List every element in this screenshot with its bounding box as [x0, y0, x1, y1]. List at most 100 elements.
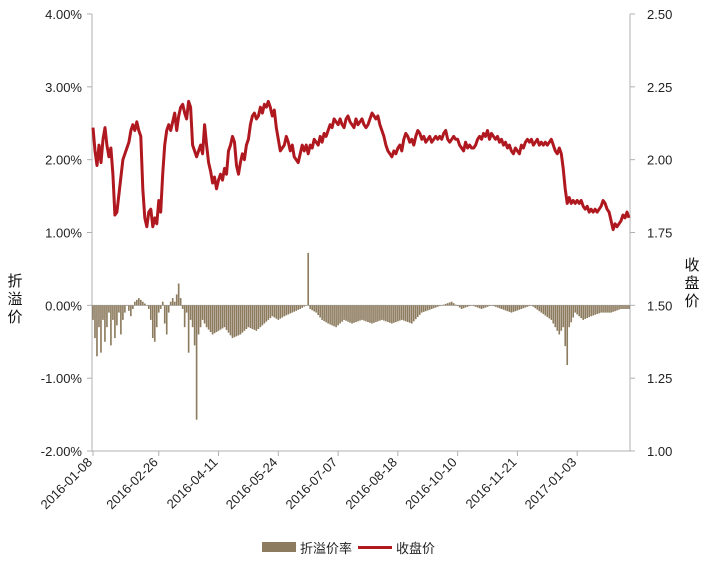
premium-bar: [275, 305, 278, 319]
premium-bar: [157, 305, 160, 313]
left-axis-label: 折溢价: [7, 272, 23, 326]
right-tick-label: 1.50: [647, 298, 672, 313]
premium-bar: [598, 305, 600, 314]
premium-bar: [496, 305, 499, 308]
right-tick-label: 1.75: [647, 226, 672, 241]
left-tick-label: 0.00%: [45, 298, 82, 313]
premium-bar: [122, 305, 124, 320]
premium-bar: [341, 305, 343, 322]
premium-bar: [606, 305, 608, 313]
premium-bar: [337, 305, 339, 326]
premium-bar: [100, 305, 102, 353]
premium-bar: [454, 304, 457, 306]
premium-bar: [468, 305, 471, 307]
premium-bar: [578, 305, 580, 317]
premium-bar: [574, 305, 577, 313]
premium-bar: [329, 305, 331, 325]
premium-bar: [241, 305, 244, 333]
x-tick-label: 2016-04-11: [164, 455, 221, 512]
premium-bar: [319, 305, 321, 318]
premium-bar: [620, 305, 622, 309]
premium-bar: [458, 305, 461, 308]
premium-bar: [424, 305, 427, 312]
premium-bar: [371, 305, 373, 324]
premium-bar: [149, 305, 152, 320]
premium-bar: [141, 301, 144, 306]
premium-bar: [582, 305, 584, 320]
premium-bar: [219, 305, 222, 330]
left-tick-label: -1.00%: [41, 371, 83, 386]
premium-bar: [231, 305, 234, 339]
right-tick-label: 2.50: [647, 7, 672, 22]
premium-bar: [110, 305, 112, 346]
right-tick-label: 2.00: [647, 153, 672, 168]
premium-bar: [185, 305, 188, 313]
premium-bar: [147, 305, 150, 309]
premium-bar: [140, 299, 142, 306]
premium-bar: [381, 305, 383, 320]
premium-bar: [564, 305, 567, 347]
premium-bar: [604, 305, 606, 313]
premium-bar: [255, 305, 258, 331]
premium-bar: [351, 305, 353, 324]
premium-bar: [484, 305, 487, 308]
premium-bar: [418, 305, 421, 315]
premium-bar: [130, 305, 132, 317]
premium-bar: [572, 305, 575, 318]
premium-bar: [245, 305, 248, 329]
premium-bar: [422, 305, 425, 312]
premium-bar: [586, 305, 588, 319]
premium-bar: [193, 305, 196, 346]
premium-bar: [331, 305, 333, 326]
premium-bar: [199, 305, 202, 328]
premium-bar: [225, 305, 228, 330]
x-tick-label: 2016-10-10: [402, 455, 460, 513]
premium-bar: [277, 305, 280, 320]
premium-bar: [410, 305, 413, 324]
premium-bar: [512, 305, 515, 312]
premium-bar: [393, 305, 395, 323]
premium-bar: [385, 305, 387, 322]
premium-bar: [283, 305, 286, 317]
premium-bar: [460, 305, 463, 309]
premium-bar: [377, 305, 379, 322]
premium-bar: [153, 305, 156, 342]
premium-bar: [235, 305, 238, 337]
premium-bar: [155, 305, 158, 328]
premium-bar: [522, 305, 525, 309]
x-tick-label: 2017-01-03: [522, 455, 580, 513]
premium-bar: [387, 305, 389, 323]
premium-bar: [580, 305, 582, 319]
premium-bar: [299, 305, 302, 309]
premium-bar: [118, 305, 120, 313]
premium-bar: [233, 305, 236, 338]
premium-bar: [261, 305, 264, 326]
premium-bar: [542, 305, 545, 315]
premium-bar: [616, 305, 618, 311]
premium-bar: [279, 305, 282, 319]
premium-bar: [134, 301, 136, 306]
premium-bar: [313, 305, 315, 312]
right-tick-label: 2.25: [647, 80, 672, 95]
legend-line-swatch: [358, 545, 393, 549]
premium-bar: [588, 305, 590, 318]
premium-bar: [289, 305, 292, 314]
premium-bar: [317, 305, 319, 316]
premium-bar: [450, 301, 453, 306]
x-tick-label: 2016-05-24: [223, 455, 281, 513]
premium-bar: [482, 305, 485, 309]
premium-bar: [612, 305, 614, 312]
premium-bar: [434, 305, 437, 308]
premium-bar: [167, 305, 170, 313]
premium-bar: [540, 305, 543, 313]
premium-bar: [548, 305, 551, 319]
left-tick-label: 4.00%: [45, 7, 82, 22]
premium-bar: [293, 305, 296, 312]
premium-bar: [209, 305, 212, 333]
premium-bar: [253, 305, 256, 330]
premium-bar: [359, 305, 361, 321]
premium-bar: [407, 305, 409, 323]
premium-bar: [466, 305, 469, 307]
premium-bar: [389, 305, 391, 323]
